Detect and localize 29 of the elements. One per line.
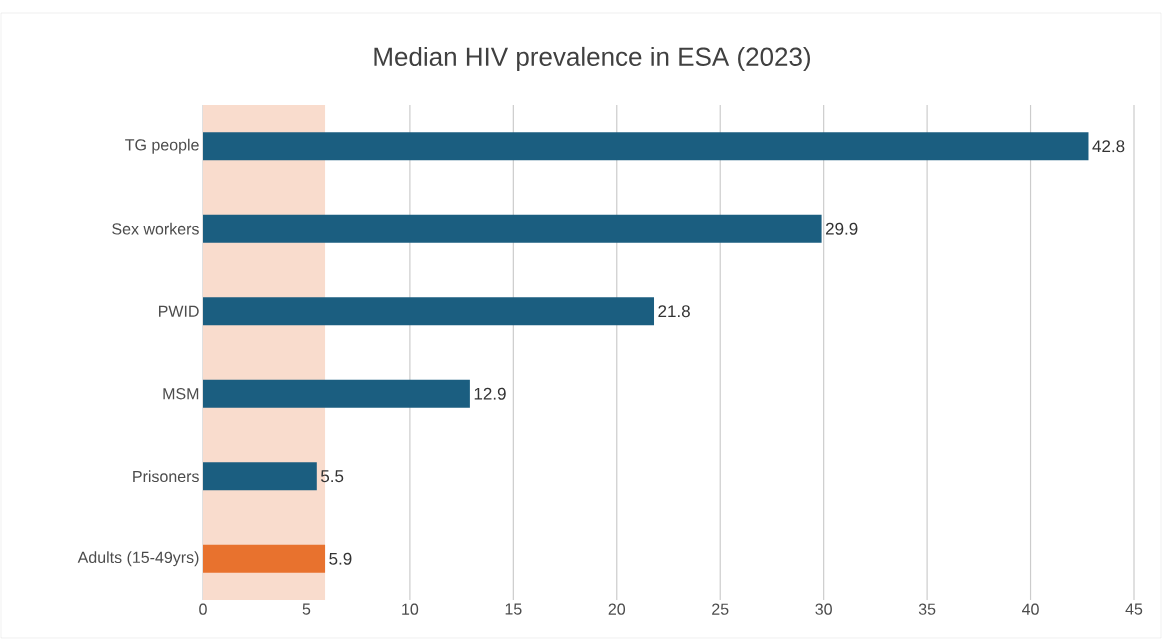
- y-tick-label: MSM: [163, 388, 199, 400]
- y-tick-label: Sex workers: [112, 222, 199, 235]
- y-tick-label: Adults (15-49yrs): [77, 551, 199, 567]
- x-tick-label: 10: [402, 603, 419, 615]
- x-tick-label: 40: [1022, 603, 1039, 615]
- chart-title: Median HIV prevalence in ESA (2023): [374, 46, 810, 72]
- bar: [203, 214, 822, 243]
- y-tick-label: PWID: [159, 305, 199, 317]
- data-label: 12.9: [474, 387, 506, 400]
- y-tick-label: Prisoners: [133, 470, 199, 483]
- x-tick-label: 45: [1125, 603, 1143, 615]
- bar: [203, 132, 1089, 161]
- data-label: 5.9: [329, 552, 352, 565]
- x-tick-label: 30: [815, 603, 832, 615]
- data-label: 42.8: [1092, 140, 1125, 153]
- data-label: 21.8: [658, 305, 690, 318]
- data-label: 29.9: [825, 222, 858, 235]
- y-tick-label: TG people: [125, 138, 199, 154]
- bar: [203, 462, 317, 491]
- x-tick-label: 0: [199, 603, 207, 615]
- x-tick-label: 25: [712, 603, 729, 615]
- x-tick-label: 15: [505, 603, 522, 615]
- data-label: 5.5: [321, 470, 344, 483]
- bar: [203, 297, 655, 326]
- x-tick-label: 5: [302, 603, 311, 615]
- x-tick-label: 20: [608, 603, 626, 615]
- bar: [203, 544, 326, 573]
- bar: [203, 379, 470, 408]
- x-tick-label: 35: [918, 603, 936, 615]
